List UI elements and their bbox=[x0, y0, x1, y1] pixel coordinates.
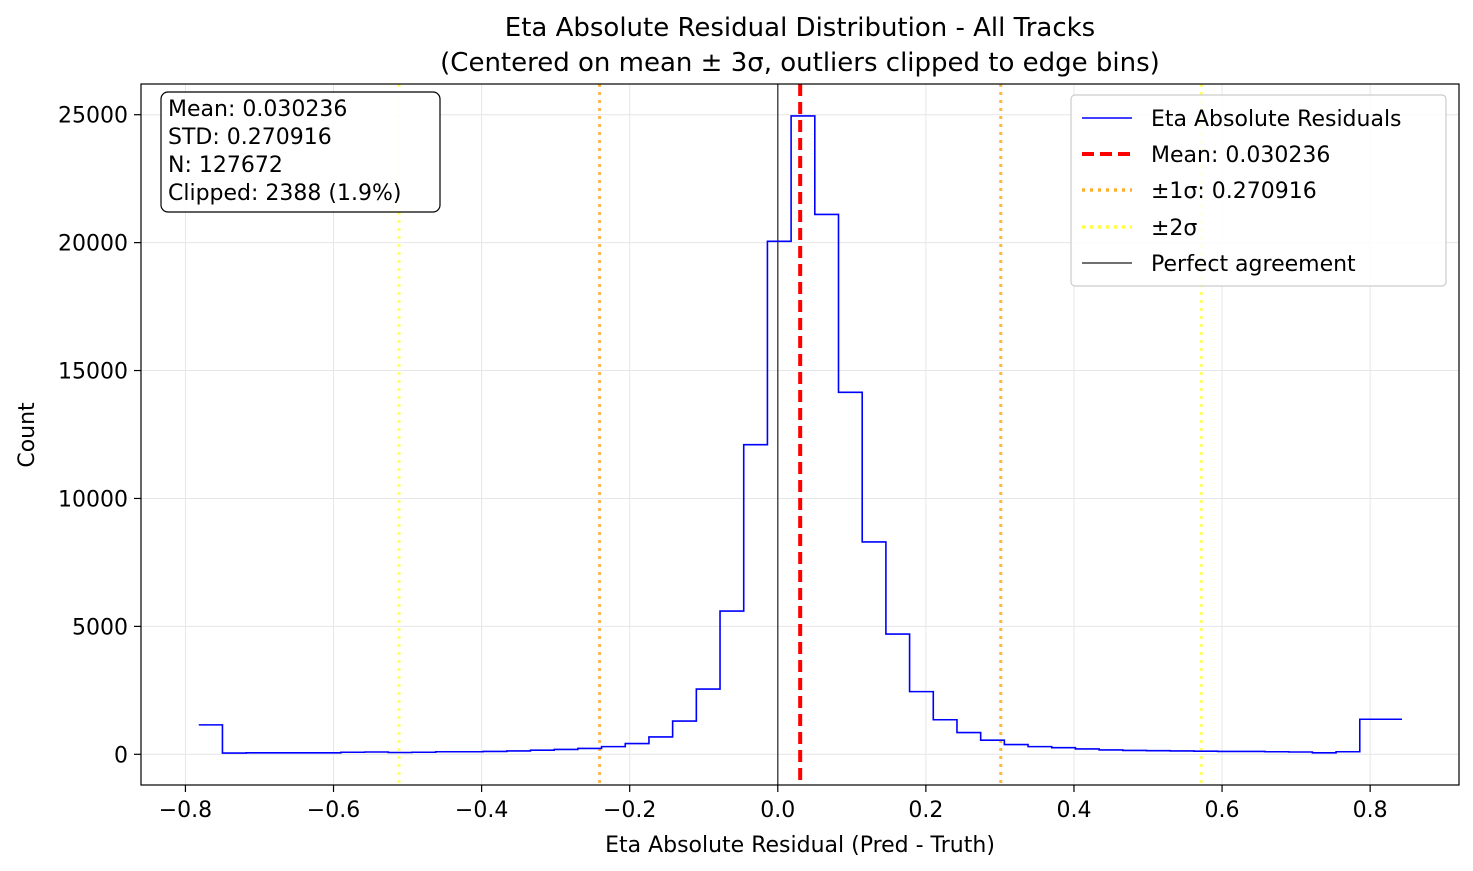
reference-lines bbox=[397, 84, 1203, 785]
chart-subtitle: (Centered on mean ± 3σ, outliers clipped… bbox=[440, 48, 1160, 78]
x-axis-ticks: −0.8 −0.6 −0.4 −0.2 0.0 0.2 0.4 0.6 0.8 bbox=[159, 785, 1388, 823]
legend-label-1sigma: ±1σ: 0.270916 bbox=[1151, 179, 1317, 204]
legend-frame bbox=[1070, 94, 1447, 287]
y-tick-label-3: 15000 bbox=[58, 360, 128, 385]
stats-box: Mean: 0.030236 STD: 0.270916 N: 127672 C… bbox=[160, 91, 441, 213]
y-tick-label-2: 10000 bbox=[58, 487, 128, 512]
y-axis-ticks: 0 5000 10000 15000 20000 25000 bbox=[58, 104, 141, 768]
histogram bbox=[198, 115, 1402, 754]
x-tick-label-7: 0.6 bbox=[1205, 798, 1240, 823]
y-tick-label-5: 25000 bbox=[58, 104, 128, 129]
x-tick-label-5: 0.2 bbox=[908, 798, 943, 823]
stats-clipped: Clipped: 2388 (1.9%) bbox=[168, 181, 401, 206]
stats-box-frame bbox=[160, 91, 441, 213]
legend-label-perfect: Perfect agreement bbox=[1151, 252, 1356, 277]
x-tick-label-4: 0.0 bbox=[760, 798, 795, 823]
x-tick-label-1: −0.6 bbox=[307, 798, 360, 823]
chart-title: Eta Absolute Residual Distribution - All… bbox=[505, 13, 1095, 43]
x-tick-label-6: 0.4 bbox=[1056, 798, 1091, 823]
x-tick-label-3: −0.2 bbox=[603, 798, 656, 823]
plot-frame bbox=[140, 83, 1460, 786]
histogram-step-line bbox=[198, 115, 1402, 754]
y-axis-label: Count bbox=[15, 402, 40, 468]
y-tick-label-1: 5000 bbox=[72, 615, 128, 640]
y-tick-label-0: 0 bbox=[114, 743, 128, 768]
x-tick-label-2: −0.4 bbox=[455, 798, 508, 823]
x-tick-label-0: −0.8 bbox=[159, 798, 212, 823]
stats-count: N: 127672 bbox=[168, 153, 283, 178]
legend-label-residuals: Eta Absolute Residuals bbox=[1151, 107, 1402, 132]
x-axis-label: Eta Absolute Residual (Pred - Truth) bbox=[605, 833, 995, 858]
stats-mean: Mean: 0.030236 bbox=[168, 97, 347, 122]
legend-label-mean: Mean: 0.030236 bbox=[1151, 143, 1330, 168]
stats-std: STD: 0.270916 bbox=[168, 125, 332, 150]
legend: Eta Absolute Residuals Mean: 0.030236 ±1… bbox=[1070, 94, 1447, 287]
legend-label-2sigma: ±2σ bbox=[1151, 216, 1197, 241]
x-tick-label-8: 0.8 bbox=[1353, 798, 1388, 823]
y-tick-label-4: 20000 bbox=[58, 232, 128, 257]
